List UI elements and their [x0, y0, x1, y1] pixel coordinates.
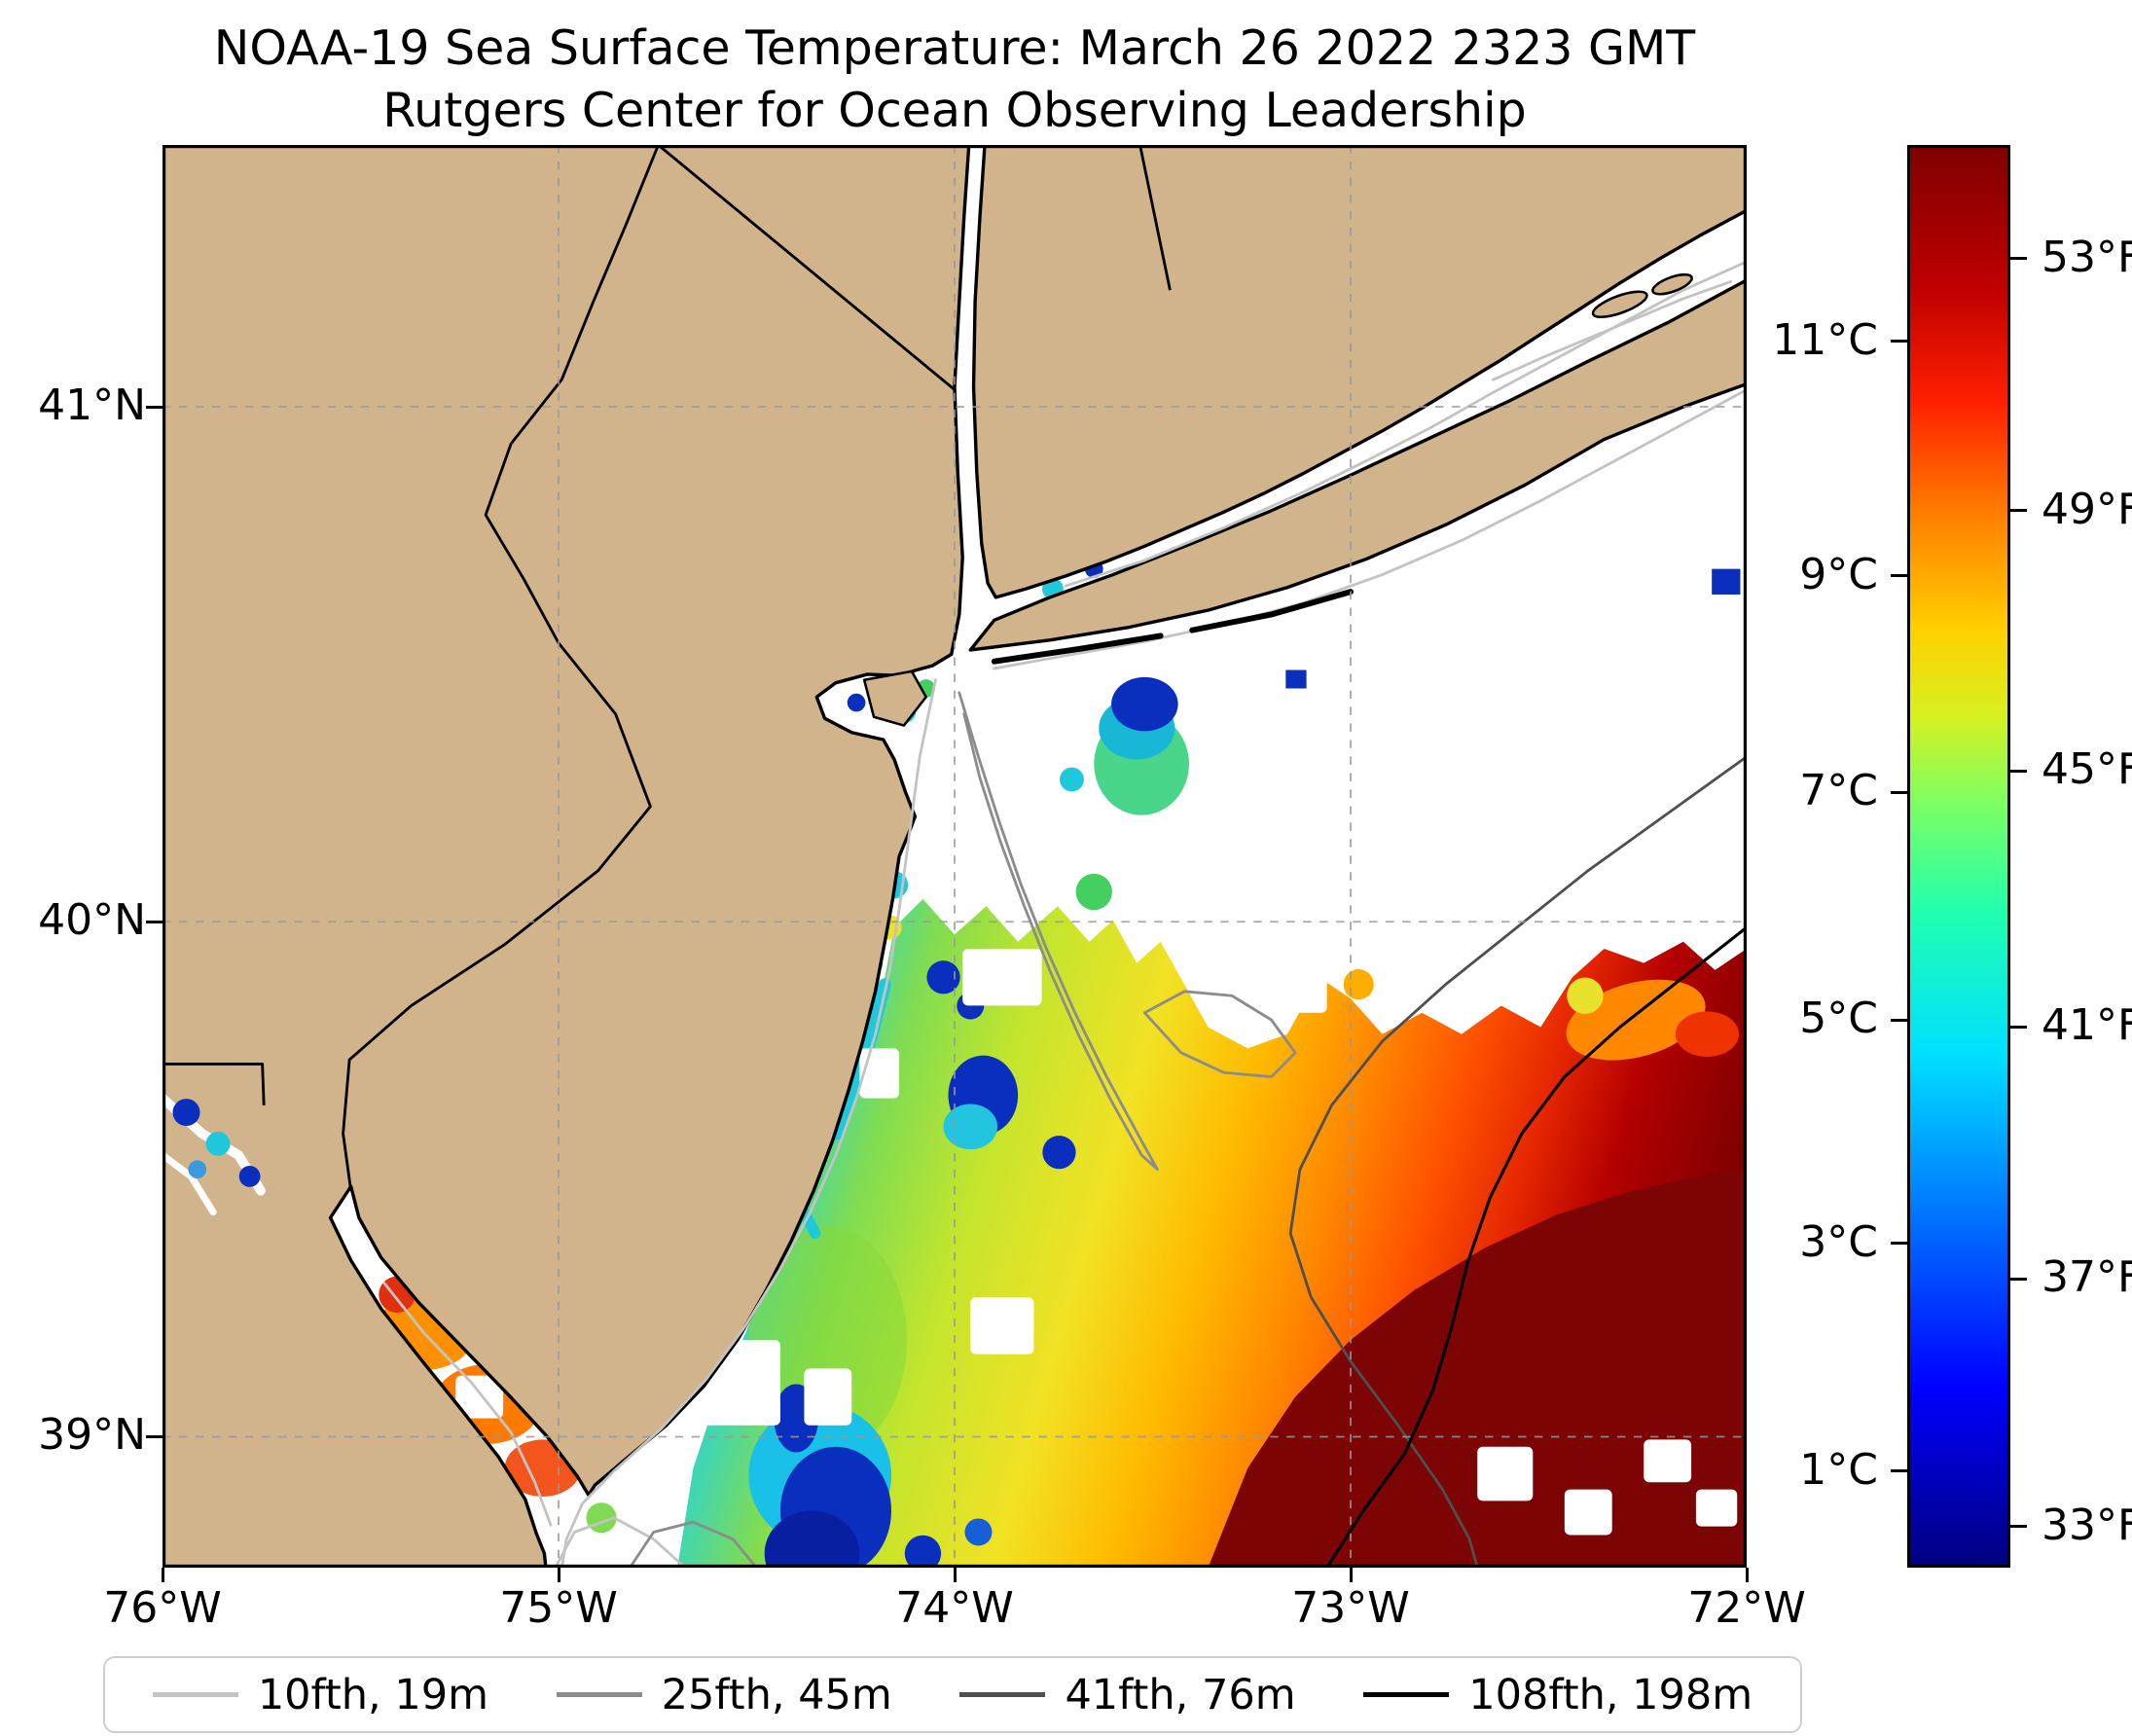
colorbar-fahrenheit-tick: [2010, 769, 2027, 773]
colorbar: [1907, 145, 2010, 1568]
colorbar-celsius-tick: [1891, 1018, 1907, 1022]
legend-label: 108fth, 198m: [1468, 1670, 1753, 1719]
x-tick-label: 72°W: [1687, 1583, 1806, 1633]
colorbar-fahrenheit-tick: [2010, 1277, 2027, 1281]
colorbar-fahrenheit-tick: [2010, 509, 2027, 513]
colorbar-fahrenheit-tick: [2010, 1025, 2027, 1029]
legend-label: 25fth, 45m: [661, 1670, 892, 1719]
map-canvas: [163, 145, 1747, 1568]
x-tick-mark: [161, 1568, 164, 1582]
x-tick-mark: [953, 1568, 957, 1582]
title-line1: NOAA-19 Sea Surface Temperature: March 2…: [213, 20, 1696, 76]
legend-line-sample: [959, 1692, 1046, 1697]
colorbar-celsius-tick: [1891, 790, 1907, 794]
x-tick-label: 73°W: [1291, 1583, 1410, 1633]
x-tick-label: 74°W: [895, 1583, 1014, 1633]
x-tick-mark: [1745, 1568, 1749, 1582]
colorbar-fahrenheit-label: 37°F: [2042, 1252, 2132, 1303]
x-tick-mark: [1349, 1568, 1353, 1582]
colorbar-celsius-tick: [1891, 340, 1907, 344]
colorbar-fahrenheit-label: 33°F: [2042, 1500, 2132, 1550]
x-tick-mark: [557, 1568, 560, 1582]
depth-contour-legend: 10fth, 19m 25fth, 45m 41fth, 76m 108fth, 19…: [103, 1656, 1802, 1733]
y-tick-mark: [146, 1434, 163, 1438]
map: [163, 145, 1747, 1568]
figure-title: NOAA-19 Sea Surface Temperature: March 2…: [163, 18, 1747, 141]
colorbar-celsius-tick: [1891, 574, 1907, 578]
legend-label: 41fth, 76m: [1065, 1670, 1296, 1719]
y-tick-label: 39°N: [38, 1410, 146, 1461]
title-line2: Rutgers Center for Ocean Observing Leade…: [382, 82, 1527, 138]
colorbar-celsius-tick: [1891, 1242, 1907, 1246]
x-tick-label: 76°W: [103, 1583, 222, 1633]
colorbar-fahrenheit-label: 53°F: [2042, 232, 2132, 282]
legend-item: 10fth, 19m: [152, 1670, 488, 1719]
legend-line-sample: [152, 1692, 238, 1697]
y-tick-mark: [146, 405, 163, 409]
colorbar-fahrenheit-label: 45°F: [2042, 744, 2132, 795]
y-tick-label: 40°N: [38, 895, 146, 946]
colorbar-celsius-tick: [1891, 1469, 1907, 1473]
x-tick-label: 75°W: [499, 1583, 618, 1633]
colorbar-fahrenheit-tick: [2010, 257, 2027, 261]
legend-line-sample: [1363, 1692, 1450, 1697]
legend-item: 108fth, 198m: [1363, 1671, 1753, 1719]
legend-label: 10fth, 19m: [257, 1670, 488, 1719]
colorbar-fahrenheit-label: 41°F: [2042, 1000, 2132, 1051]
y-tick-label: 41°N: [38, 380, 146, 430]
y-tick-mark: [146, 920, 163, 923]
legend-item: 41fth, 76m: [959, 1670, 1296, 1719]
colorbar-fahrenheit-tick: [2010, 1525, 2027, 1529]
legend-item: 25fth, 45m: [556, 1670, 892, 1719]
legend-line-sample: [556, 1692, 642, 1697]
colorbar-fahrenheit-label: 49°F: [2042, 484, 2132, 534]
